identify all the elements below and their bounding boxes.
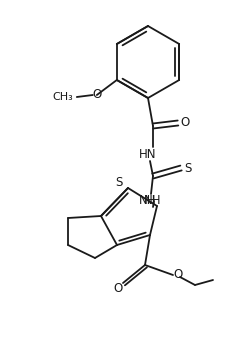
Text: NH: NH bbox=[139, 195, 157, 207]
Text: O: O bbox=[180, 117, 190, 129]
Text: CH₃: CH₃ bbox=[52, 92, 73, 102]
Text: O: O bbox=[113, 281, 123, 295]
Text: HN: HN bbox=[139, 147, 157, 160]
Text: S: S bbox=[116, 177, 123, 190]
Text: O: O bbox=[173, 267, 183, 280]
Text: S: S bbox=[184, 161, 192, 175]
Text: NH: NH bbox=[144, 195, 162, 207]
Text: O: O bbox=[92, 88, 102, 101]
